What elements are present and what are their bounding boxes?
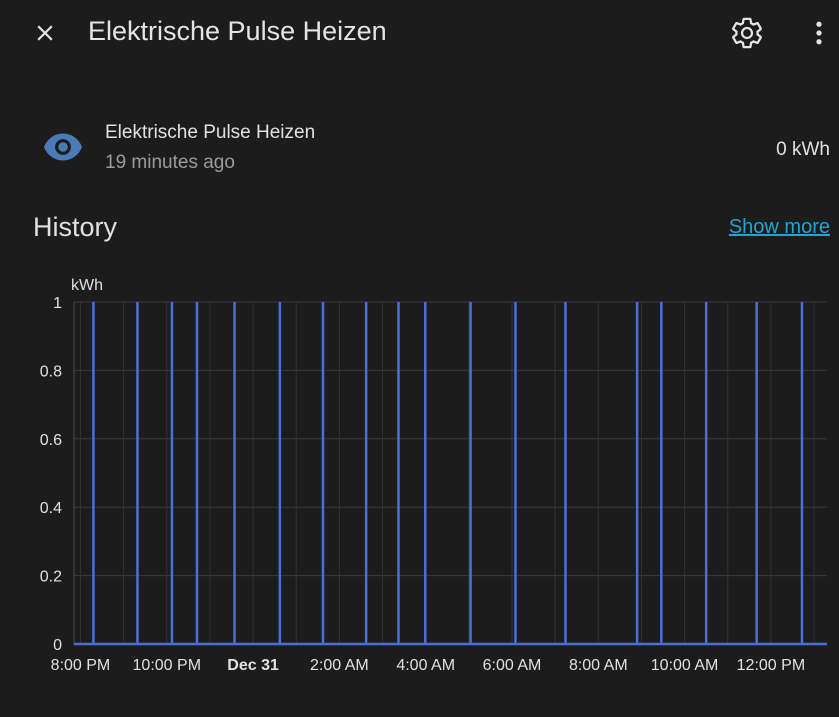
x-tick-label: 4:00 AM <box>396 657 455 674</box>
more-options-button[interactable] <box>799 13 839 53</box>
entity-name: Elektrische Pulse Heizen <box>105 122 316 143</box>
y-tick-label: 0 <box>53 637 62 654</box>
chart-grid <box>74 301 827 645</box>
y-tick-label: 0.4 <box>40 500 62 517</box>
gear-icon <box>732 17 762 49</box>
y-tick-label: 0.8 <box>40 363 62 380</box>
dialog-header: Elektrische Pulse Heizen <box>0 0 839 66</box>
history-chart: 0 0.2 0.4 0.6 0.8 1 8:00 PM 10:00 PM Dec 31 2:00 … <box>40 277 827 674</box>
x-tick-label: 8:00 PM <box>51 657 111 674</box>
close-button[interactable] <box>25 13 65 53</box>
close-icon <box>37 25 53 41</box>
y-tick-label: 0.2 <box>40 569 62 586</box>
entity-row: Elektrische Pulse Heizen 19 minutes ago … <box>0 110 839 182</box>
x-tick-label: Dec 31 <box>227 657 279 674</box>
y-tick-label: 1 <box>53 295 62 312</box>
chart-series <box>74 302 827 646</box>
x-tick-label: 10:00 AM <box>651 657 719 674</box>
entity-state: 0 kWh <box>776 139 830 160</box>
chart-axes: 0 0.2 0.4 0.6 0.8 1 8:00 PM 10:00 PM Dec 31 2:00 … <box>40 295 805 674</box>
eye-icon <box>44 133 82 161</box>
x-tick-label: 8:00 AM <box>569 657 628 674</box>
x-tick-label: 2:00 AM <box>310 657 369 674</box>
entity-last-changed: 19 minutes ago <box>105 152 235 173</box>
history-heading: History <box>33 212 118 242</box>
dialog-title: Elektrische Pulse Heizen <box>88 16 387 46</box>
x-tick-label: 12:00 PM <box>737 657 805 674</box>
y-tick-label: 0.6 <box>40 432 62 449</box>
x-tick-label: 10:00 PM <box>133 657 201 674</box>
y-axis-label: kWh <box>71 277 103 294</box>
settings-button[interactable] <box>727 13 767 53</box>
show-more-link[interactable]: Show more <box>728 216 830 238</box>
x-tick-label: 6:00 AM <box>483 657 542 674</box>
more-vertical-icon <box>816 21 822 45</box>
